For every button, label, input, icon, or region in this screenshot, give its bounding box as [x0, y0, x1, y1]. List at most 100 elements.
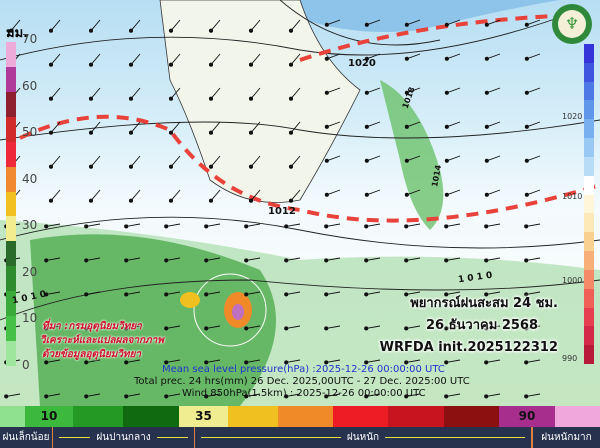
- wind-arrow-head: [288, 96, 294, 101]
- wind-arrow: [86, 325, 101, 329]
- wind-arrow: [126, 325, 141, 329]
- wind-arrow: [446, 393, 461, 397]
- wind-arrow-head: [124, 224, 129, 229]
- wind-arrow-head: [88, 96, 94, 101]
- wind-arrow: [210, 87, 221, 100]
- wind-arrow-head: [484, 326, 489, 331]
- wind-arrow: [170, 87, 181, 100]
- wind-arrow-head: [248, 164, 254, 169]
- wind-arrow: [406, 155, 421, 162]
- wind-arrow: [46, 257, 61, 261]
- wind-arrow-head: [444, 292, 449, 297]
- wind-arrow-head: [364, 90, 369, 95]
- wind-arrow-head: [48, 130, 54, 135]
- wind-arrow-head: [324, 292, 329, 297]
- wind-arrow-head: [484, 124, 489, 129]
- rainfall-tick: 0: [22, 357, 30, 372]
- wind-arrow: [50, 121, 61, 134]
- wind-arrow-head: [84, 258, 89, 263]
- wind-arrow: [50, 87, 61, 100]
- colorbar-step: [6, 341, 16, 366]
- wind-arrow: [446, 291, 461, 295]
- colorbar-step: [584, 232, 594, 252]
- wind-arrow-head: [128, 198, 134, 203]
- wind-arrow: [326, 223, 341, 227]
- wind-arrow-head: [484, 360, 489, 365]
- wind-arrow: [46, 223, 61, 227]
- isobar-label: 1020: [348, 58, 376, 69]
- wind-arrow: [366, 291, 381, 295]
- wind-arrow: [90, 87, 101, 100]
- wind-arrow-head: [524, 394, 529, 399]
- colorbar-step: [584, 251, 594, 270]
- wind-arrow-head: [364, 158, 369, 163]
- wind-arrow: [286, 257, 301, 261]
- legend-swatch: [555, 406, 600, 427]
- source-line: ด้วยข้อมูลอุตุนิยมวิทยา: [42, 349, 141, 360]
- wind-arrow-head: [128, 130, 134, 135]
- wind-arrow: [166, 393, 181, 397]
- wind-arrow-head: [204, 326, 209, 331]
- colorbar-step: [584, 156, 594, 176]
- colorbar-step: [6, 216, 16, 242]
- wind-arrow: [526, 257, 541, 261]
- wind-arrow-head: [128, 62, 134, 67]
- wind-arrow: [166, 223, 181, 227]
- colorbar-step: [584, 269, 594, 289]
- colorbar-step: [584, 288, 594, 308]
- wind-arrow-head: [444, 124, 449, 129]
- wind-arrow-head: [484, 192, 489, 197]
- wind-arrow-head: [484, 292, 489, 297]
- wind-arrow-head: [164, 258, 169, 263]
- wind-arrow: [526, 53, 541, 60]
- wind-arrow-head: [244, 258, 249, 263]
- rainfall-legend: 10 35 90: [0, 406, 600, 427]
- wind-arrow: [210, 121, 221, 134]
- category-light-rain: ฝนเล็กน้อย: [0, 427, 53, 448]
- wind-arrow: [326, 257, 341, 261]
- source-line: ที่มา :กรมอุตุนิยมวิทยา: [42, 321, 142, 332]
- wind-arrow: [406, 257, 421, 261]
- pressure-tick: 1000: [562, 276, 583, 285]
- wind-arrow-head: [444, 224, 449, 229]
- wind-arrow-head: [88, 130, 94, 135]
- wind-arrow: [290, 155, 301, 168]
- wind-arrow-head: [524, 326, 529, 331]
- wind-arrow-head: [444, 192, 449, 197]
- wind-arrow-head: [44, 394, 49, 399]
- wind-arrow-head: [364, 394, 369, 399]
- wind-arrow: [446, 121, 461, 128]
- wind-arrow: [486, 393, 501, 397]
- wind-arrow-head: [484, 224, 489, 229]
- forecast-title: พยากรณ์ฝนสะสม 24 ชม.: [410, 296, 558, 311]
- wind-arrow: [166, 325, 181, 329]
- wind-arrow-head: [128, 164, 134, 169]
- wind-arrow: [406, 189, 421, 196]
- wind-arrow-head: [324, 124, 329, 129]
- wind-arrow-head: [364, 224, 369, 229]
- wind-arrow: [366, 359, 381, 363]
- wind-arrow-head: [444, 360, 449, 365]
- wind-arrow-head: [124, 292, 129, 297]
- colorbar-step: [584, 119, 594, 139]
- wind-arrow-head: [364, 360, 369, 365]
- wind-arrow: [130, 87, 141, 100]
- pressure-colorbar: [584, 44, 594, 365]
- rainfall-tick: 50: [22, 125, 38, 139]
- wind-arrow: [286, 223, 301, 227]
- wind-arrow: [406, 19, 421, 26]
- wind-arrow: [486, 121, 501, 128]
- wind-arrow-head: [164, 394, 169, 399]
- wind-arrow-head: [44, 326, 49, 331]
- wind-arrow-head: [364, 326, 369, 331]
- wind-arrow-head: [484, 258, 489, 263]
- wind-arrow-head: [404, 224, 409, 229]
- wind-arrow: [446, 155, 461, 162]
- wind-arrow: [486, 291, 501, 295]
- wind-arrow: [406, 325, 421, 329]
- wind-arrow-head: [324, 258, 329, 263]
- wind-arrow-head: [404, 124, 409, 129]
- wind-arrow-head: [484, 158, 489, 163]
- wind-arrow-head: [284, 394, 289, 399]
- colorbar-step: [584, 345, 594, 365]
